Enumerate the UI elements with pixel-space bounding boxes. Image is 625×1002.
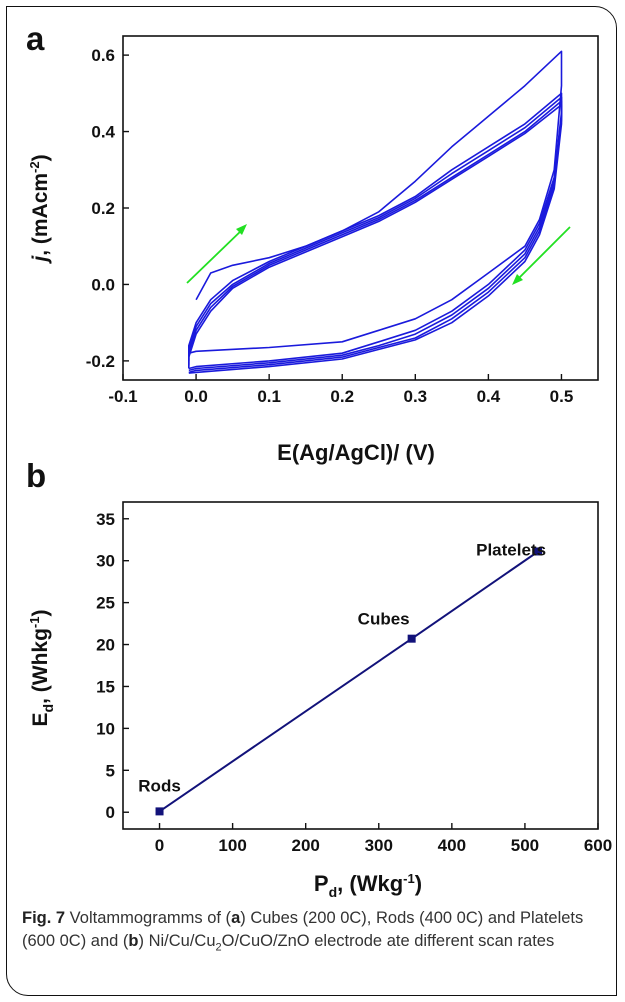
panel-a-y-axis-title: j, (mAcm-2) xyxy=(27,154,52,264)
cv-cycle-4 xyxy=(188,100,563,374)
panel-b-y-tick-label: 25 xyxy=(96,594,115,613)
panel-b-x-tick-label: 200 xyxy=(292,836,320,855)
panel-b-y-tick-label: 5 xyxy=(106,761,115,780)
panel-b-x-tick-label: 600 xyxy=(584,836,612,855)
cv-cycle-5 xyxy=(188,104,563,374)
panel-a-y-tick-label: -0.2 xyxy=(86,352,115,371)
reverse-arrow xyxy=(512,226,571,285)
panel-a-x-tick-label: 0.1 xyxy=(257,387,281,406)
caption-text-1: Voltammogramms of ( xyxy=(65,909,232,927)
panel-a-x-tick-label: -0.1 xyxy=(108,387,137,406)
panel-b-chart: 0 100 200 300 400 500 600 0 5 10 15 20 25 30 35 Rods Cu… xyxy=(27,501,612,900)
panel-a-x-tick-label: 0.5 xyxy=(550,387,574,406)
panel-b-y-tick-label: 30 xyxy=(96,552,115,571)
panel-a-x-tick-label: 0.0 xyxy=(184,387,208,406)
caption-bold-b: b xyxy=(128,932,139,950)
caption-fig-label: Fig. 7 xyxy=(22,909,66,927)
energy-power-line xyxy=(158,550,539,813)
panel-b-y-axis-title: Ed, (Whkg-1) xyxy=(27,610,56,727)
point-cubes xyxy=(407,634,416,643)
panel-a-chart: -0.1 0.0 0.1 0.2 0.3 0.4 0.5 -0.2 0.0 0.2 0.4 0.6 E… xyxy=(27,35,599,465)
panel-a-y-tick-label: 0.4 xyxy=(91,123,115,142)
panel-b-x-tick-label: 500 xyxy=(511,836,539,855)
panel-b-x-axis-title: Pd, (Wkg-1) xyxy=(314,871,422,900)
panel-b-y-tick-label: 10 xyxy=(96,719,115,738)
panel-a-x-tick-label: 0.4 xyxy=(477,387,501,406)
point-label-platelets: Platelets xyxy=(476,540,546,559)
panel-b-series: Rods Cubes Platelets xyxy=(138,540,546,816)
point-label-cubes: Cubes xyxy=(358,610,410,629)
cv-cycle-2 xyxy=(188,92,563,370)
panel-a-x-axis-title: E(Ag/AgCl)/ (V) xyxy=(277,440,435,465)
panel-a-x-tick-label: 0.2 xyxy=(330,387,354,406)
panel-a-curves xyxy=(188,50,563,374)
panel-b-y-tick-label: 15 xyxy=(96,677,115,696)
panel-b-letter: b xyxy=(26,457,46,494)
panel-b-x-tick-label: 300 xyxy=(365,836,393,855)
figure-frame xyxy=(6,6,617,996)
panel-b-x-tick-label: 0 xyxy=(155,836,164,855)
panel-a-letter: a xyxy=(26,20,45,57)
panel-b-y-tick-label: 0 xyxy=(106,803,115,822)
point-platelets xyxy=(534,547,543,556)
panel-a-y-tick-label: 0.6 xyxy=(91,46,115,65)
point-rods xyxy=(155,807,164,816)
caption-text-4: O/CuO/ZnO electrode ate different scan r… xyxy=(221,932,555,950)
cv-cycle-3 xyxy=(188,96,563,372)
caption-subscript: 2 xyxy=(215,941,222,954)
caption-text-3: ) Ni/Cu/Cu xyxy=(138,932,216,950)
caption-bold-a: a xyxy=(231,909,241,927)
caption-text-2: ) Cubes (200 0C), Rods (400 0C) and Plat… xyxy=(22,909,584,950)
cv-cycle-1 xyxy=(188,50,563,354)
panel-b-y-tick-label: 35 xyxy=(96,510,115,529)
forward-arrow xyxy=(186,224,247,284)
panel-b-x-tick-label: 100 xyxy=(218,836,246,855)
panel-a-y-tick-label: 0.2 xyxy=(91,199,115,218)
point-label-rods: Rods xyxy=(138,776,181,795)
panel-a-y-tick-label: 0.0 xyxy=(91,275,115,294)
panel-b-plot-frame xyxy=(122,501,599,830)
figure-caption: Fig. 7 Voltammogramms of (a) Cubes (200 … xyxy=(22,907,607,959)
panel-b-x-tick-label: 400 xyxy=(438,836,466,855)
panel-a-x-tick-label: 0.3 xyxy=(403,387,427,406)
panel-b-y-tick-label: 20 xyxy=(96,636,115,655)
